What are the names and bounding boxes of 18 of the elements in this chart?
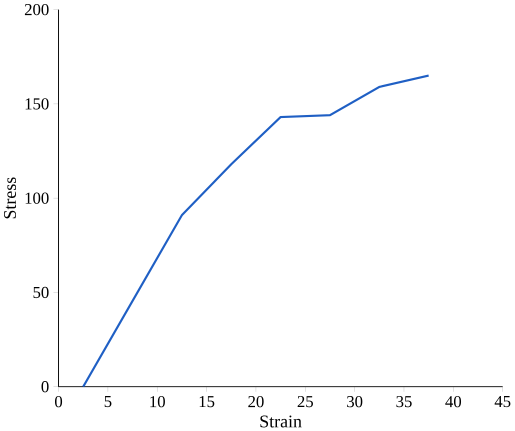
y-tick-label: 100: [26, 192, 49, 204]
x-tick-label: 0: [55, 396, 62, 408]
y-axis-title: Stress: [4, 177, 16, 218]
x-tick-label: 10: [150, 396, 165, 408]
x-tick-label: 35: [396, 396, 412, 408]
y-tick-label: 0: [42, 380, 49, 392]
y-tick-label: 200: [24, 4, 49, 16]
x-axis-title: Strain: [260, 415, 302, 428]
x-tick-label: 25: [298, 396, 313, 408]
x-tick-label: 20: [248, 396, 264, 408]
x-tick-label: 40: [445, 396, 462, 408]
y-tick-label: 150: [26, 98, 49, 110]
y-tick-label: 50: [34, 286, 49, 298]
x-tick-label: 30: [347, 396, 362, 408]
x-tick-label: 45: [494, 396, 510, 407]
x-tick-label: 5: [104, 396, 112, 407]
line-series: [82, 74, 430, 388]
x-tick-label: 15: [200, 396, 214, 407]
